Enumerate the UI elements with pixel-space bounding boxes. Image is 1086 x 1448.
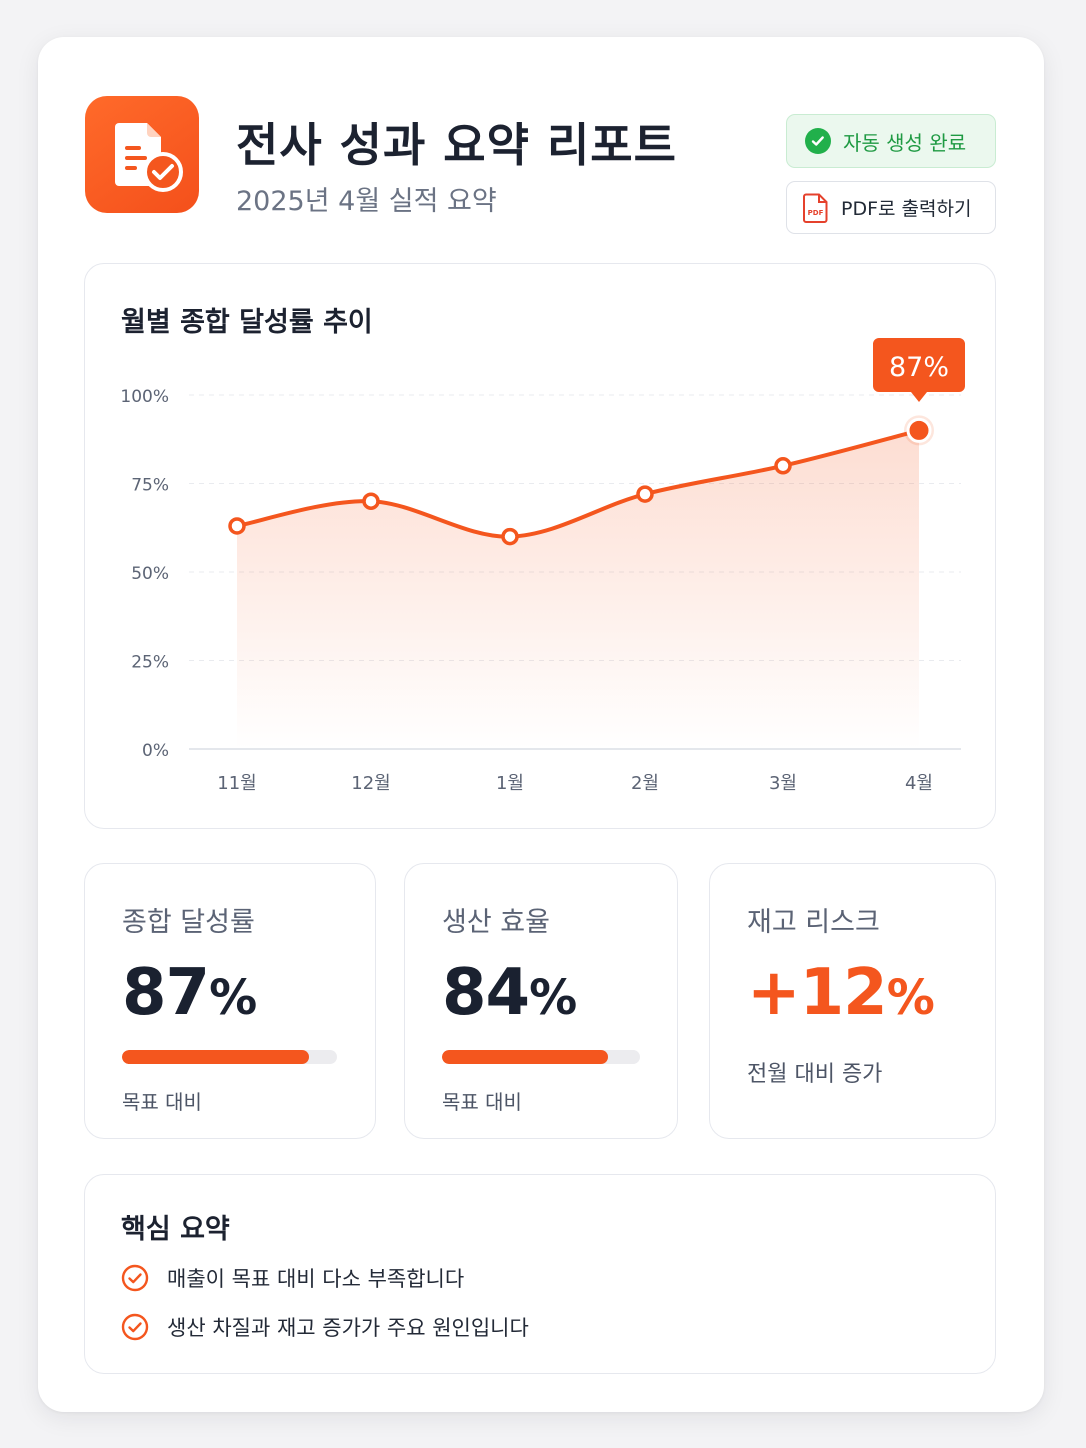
data-point — [362, 492, 380, 510]
status-badge-label: 자동 생성 완료 — [843, 130, 967, 155]
pdf-file-icon: PDF — [803, 193, 829, 223]
y-tick-label: 75% — [131, 476, 169, 496]
y-tick-label: 100% — [120, 387, 169, 407]
check-circle-icon — [121, 1264, 149, 1292]
metric-card-achievement: 종합 달성률 87% 목표 대비 — [84, 863, 376, 1139]
check-circle-icon — [121, 1313, 149, 1341]
metric-card-efficiency: 생산 효율 84% 목표 대비 — [404, 863, 678, 1139]
summary-title: 핵심 요약 — [121, 1214, 230, 1245]
progress-bar — [442, 1050, 640, 1064]
metric-value: +12% — [747, 956, 935, 1030]
summary-item-text: 매출이 목표 대비 다소 부족합니다 — [167, 1267, 465, 1291]
metric-caption: 전월 대비 증가 — [747, 1062, 883, 1087]
metric-label: 생산 효율 — [442, 907, 550, 938]
page-subtitle: 2025년 4월 실적 요약 — [236, 186, 497, 217]
chart-title: 월별 종합 달성률 추이 — [121, 307, 373, 338]
data-point — [774, 457, 792, 475]
data-point — [636, 485, 654, 503]
area-fill — [237, 430, 919, 749]
y-tick-label: 0% — [142, 741, 169, 761]
value-tooltip-label: 87% — [889, 352, 949, 383]
svg-text:PDF: PDF — [808, 209, 824, 217]
metric-caption: 목표 대비 — [122, 1090, 202, 1114]
value-tooltip — [873, 338, 965, 402]
progress-bar-fill — [122, 1050, 310, 1064]
metric-card-inventory-risk: 재고 리스크 +12% 전월 대비 증가 — [709, 863, 996, 1139]
trend-line-chart: 100% 75% 50% 25% 0% 11월 12월 1월 2월 3월 4월 87% — [120, 338, 965, 794]
trend-chart-panel: 월별 종합 달성률 추이 100% 75% 50% 25% 0% 11월 12월 1월 2월 3월… — [84, 263, 996, 829]
x-tick-label: 12월 — [351, 773, 390, 794]
x-tick-label: 4월 — [905, 773, 933, 794]
x-tick-label: 3월 — [769, 773, 797, 794]
data-point — [228, 517, 246, 535]
check-circle-icon — [805, 128, 831, 154]
metric-label: 재고 리스크 — [747, 907, 880, 938]
metric-value: 87% — [122, 956, 257, 1030]
document-check-icon — [85, 96, 199, 213]
status-badge: 자동 생성 완료 — [786, 114, 996, 168]
pdf-export-button[interactable]: PDF PDF로 출력하기 — [786, 181, 996, 234]
metric-caption: 목표 대비 — [442, 1090, 522, 1114]
key-summary-panel: 핵심 요약 매출이 목표 대비 다소 부족합니다 생산 차질과 재고 증가가 주… — [84, 1174, 996, 1374]
progress-bar-fill — [442, 1050, 609, 1064]
report-card: 전사 성과 요약 리포트 2025년 4월 실적 요약 자동 생성 완료 PDF… — [38, 37, 1044, 1412]
summary-item: 매출이 목표 대비 다소 부족합니다 — [121, 1263, 464, 1293]
page-title: 전사 성과 요약 리포트 — [236, 118, 677, 172]
x-tick-label: 1월 — [496, 773, 524, 794]
data-point — [501, 527, 519, 546]
y-tick-label: 25% — [131, 653, 169, 673]
metric-value: 84% — [442, 956, 577, 1030]
pdf-export-label: PDF로 출력하기 — [841, 198, 972, 220]
x-tick-label: 2월 — [631, 773, 659, 794]
x-tick-label: 11월 — [217, 773, 256, 794]
progress-bar — [122, 1050, 337, 1064]
y-tick-label: 50% — [131, 564, 169, 584]
metric-label: 종합 달성률 — [122, 907, 255, 938]
summary-item-text: 생산 차질과 재고 증가가 주요 원인입니다 — [167, 1316, 529, 1340]
highlight-point — [906, 417, 932, 443]
summary-item: 생산 차질과 재고 증가가 주요 원인입니다 — [121, 1312, 529, 1342]
series-line — [235, 428, 921, 539]
